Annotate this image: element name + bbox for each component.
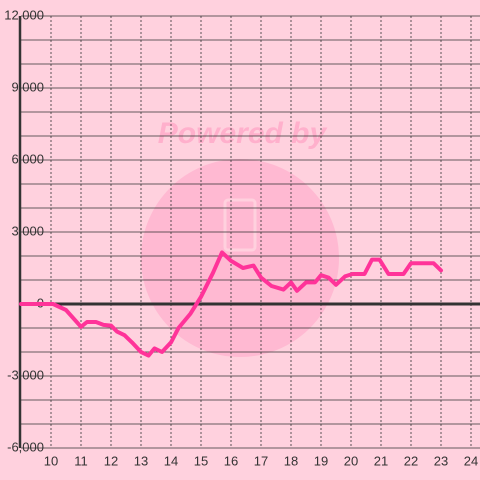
x-tick-label: 22 <box>404 453 418 468</box>
y-tick-label: 9,000 <box>11 79 44 94</box>
y-tick-label: -6,000 <box>7 439 44 454</box>
x-tick-label: 14 <box>164 453 178 468</box>
x-tick-label: 12 <box>104 453 118 468</box>
x-tick-label: 11 <box>74 453 88 468</box>
x-tick-label: 24 <box>464 453 478 468</box>
watermark <box>141 159 339 357</box>
x-tick-label: 20 <box>344 453 358 468</box>
watermark-circle <box>141 159 339 357</box>
y-tick-label: -3,000 <box>7 367 44 382</box>
line-series <box>19 250 443 358</box>
x-tick-label: 16 <box>224 453 238 468</box>
y-tick-label: 12,000 <box>4 7 44 22</box>
watermark-text: Powered by <box>158 117 328 150</box>
x-tick-label: 18 <box>284 453 298 468</box>
x-tick-label: 23 <box>434 453 448 468</box>
y-tick-label: 6,000 <box>11 151 44 166</box>
x-tick-label: 10 <box>44 453 58 468</box>
x-tick-label: 19 <box>314 453 328 468</box>
x-tick-label: 21 <box>374 453 388 468</box>
x-tick-label: 17 <box>254 453 268 468</box>
x-tick-label: 15 <box>194 453 208 468</box>
x-tick-label: 13 <box>134 453 148 468</box>
watermark-logo <box>223 198 257 252</box>
y-tick-label: 3,000 <box>11 223 44 238</box>
